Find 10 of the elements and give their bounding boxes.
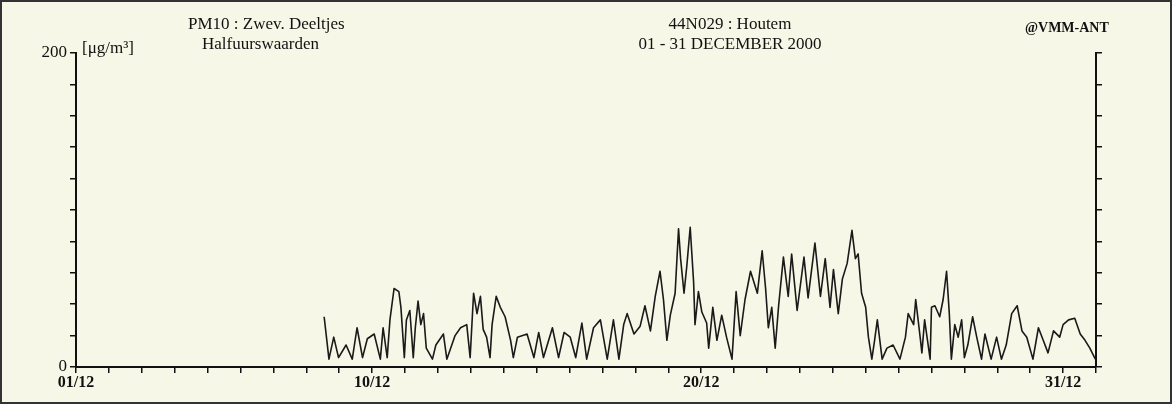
y-tick-label: 200 bbox=[41, 42, 67, 62]
y-axis-title: [μg/m³] bbox=[82, 38, 134, 58]
text: @VMM-ANT bbox=[1025, 19, 1109, 37]
chart-title: PM10 : Zwev. Deeltjes bbox=[188, 14, 345, 34]
chart-subtitle: Halfuurswaarden bbox=[202, 34, 320, 54]
annotation: 01 - 31 DECEMBER 2000 bbox=[638, 34, 822, 54]
x-tick-label: 20/12 bbox=[682, 372, 720, 390]
x-tick-label: 10/12 bbox=[353, 372, 391, 390]
text: 44N029 : Houtem bbox=[668, 14, 792, 34]
x-tick-label: 31/12 bbox=[1044, 372, 1082, 390]
